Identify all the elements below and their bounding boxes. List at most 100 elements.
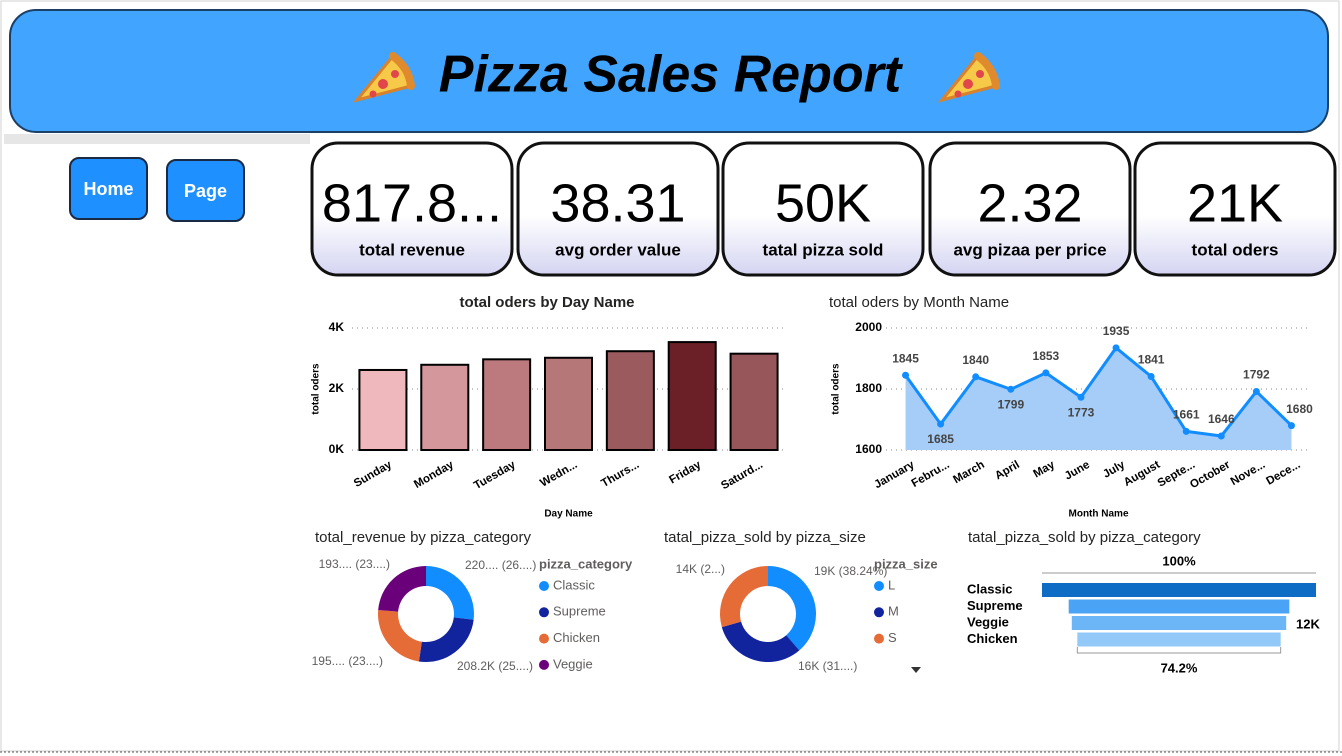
legend-marker xyxy=(539,659,549,670)
bar xyxy=(420,363,470,451)
data-label: 1685 xyxy=(927,432,954,446)
y-tick-label: 1600 xyxy=(855,442,882,456)
legend-marker xyxy=(539,607,549,618)
chart-title: total oders by Day Name xyxy=(459,294,634,311)
donut-slice xyxy=(720,566,768,628)
donut-slice xyxy=(418,617,474,662)
header-shadow xyxy=(4,134,310,144)
donut-slice xyxy=(378,566,426,612)
kpi-label: total oders xyxy=(1192,240,1279,259)
point xyxy=(1042,369,1050,377)
kpi-label: tatal pizza sold xyxy=(763,240,884,259)
area xyxy=(905,347,1292,450)
legend-title: pizza_size xyxy=(874,556,938,571)
point xyxy=(1147,372,1155,380)
point xyxy=(1077,393,1085,401)
kpi-value: 38.31 xyxy=(550,173,685,233)
funnel-category: Classic xyxy=(967,581,1013,596)
legend-label: Chicken xyxy=(553,630,600,645)
point xyxy=(1252,387,1260,395)
data-label: 220.... (26....) xyxy=(465,558,536,572)
kpi-card xyxy=(1133,141,1337,277)
point xyxy=(1182,427,1190,435)
y-tick-label: 4K xyxy=(329,320,345,334)
kpi-card xyxy=(310,141,514,277)
pizza-icon xyxy=(937,52,1000,103)
legend-label: L xyxy=(888,577,895,592)
header-banner xyxy=(9,9,1329,133)
bar xyxy=(358,368,408,451)
chart-title: total_revenue by pizza_category xyxy=(315,529,531,546)
kpi-card xyxy=(928,141,1132,277)
y-axis-title: total oders xyxy=(311,363,322,415)
bar xyxy=(729,352,779,451)
funnel-bar xyxy=(1077,632,1281,647)
donut-slice xyxy=(721,621,800,662)
button-label[interactable]: Home xyxy=(83,179,133,199)
kpi-label: avg pizaa per price xyxy=(953,240,1106,259)
data-label: 195.... (23....) xyxy=(312,654,383,668)
data-label: 1773 xyxy=(1068,405,1095,419)
x-axis-title: Month Name xyxy=(1069,509,1129,520)
legend-marker xyxy=(874,581,884,591)
data-label: 193.... (23....) xyxy=(319,557,390,571)
y-tick-label: 2000 xyxy=(855,320,882,334)
button-label[interactable]: Page xyxy=(184,181,227,201)
point xyxy=(937,420,945,428)
data-label: 12K xyxy=(1296,616,1320,631)
legend-scroll-arrow[interactable] xyxy=(911,667,921,673)
line xyxy=(904,345,1293,438)
data-label: 1841 xyxy=(1138,353,1165,367)
donut-slice xyxy=(768,566,816,651)
data-label: 1935 xyxy=(1103,324,1130,338)
nav-button[interactable]: Page xyxy=(166,159,245,222)
funnel-bar xyxy=(1042,583,1316,597)
button-bg[interactable] xyxy=(69,157,148,220)
x-axis-title: Day Name xyxy=(544,509,593,520)
kpi-value: 2.32 xyxy=(977,173,1082,233)
legend-label: Classic xyxy=(553,577,595,592)
kpi-label: avg order value xyxy=(555,240,681,259)
data-label: 1661 xyxy=(1173,408,1200,422)
nav-button[interactable]: Home xyxy=(69,157,148,220)
bar xyxy=(482,358,532,451)
funnel-bar xyxy=(1071,616,1287,630)
legend-marker xyxy=(874,633,884,644)
funnel-category: Chicken xyxy=(967,631,1018,646)
data-label: 1853 xyxy=(1033,349,1060,363)
chart-title: total oders by Month Name xyxy=(829,294,1009,311)
bar xyxy=(543,356,594,452)
funnel-bottom-label: 74.2% xyxy=(1161,660,1198,675)
funnel-bracket xyxy=(1076,647,1282,654)
y-tick-label: 2K xyxy=(329,381,345,395)
point xyxy=(1007,385,1015,393)
data-label: 14K (2...) xyxy=(676,562,725,576)
y-tick-label: 0K xyxy=(329,442,345,456)
y-tick-label: 1800 xyxy=(855,381,882,395)
data-label: 16K (31....) xyxy=(798,659,857,673)
legend-marker xyxy=(874,607,884,618)
report-title: Pizza Sales Report xyxy=(439,46,904,104)
point xyxy=(972,373,980,381)
data-label: 1792 xyxy=(1243,368,1270,382)
data-label: 1799 xyxy=(997,397,1024,411)
data-label: 1646 xyxy=(1208,412,1235,426)
data-label: 1845 xyxy=(892,351,919,365)
legend-label: S xyxy=(888,630,897,645)
legend-title: pizza_category xyxy=(539,556,633,571)
bar xyxy=(667,341,717,451)
legend-marker xyxy=(539,581,549,591)
legend-label: Veggie xyxy=(553,656,593,671)
button-bg[interactable] xyxy=(166,159,245,222)
kpi-card xyxy=(516,141,720,277)
y-axis-title: total oders xyxy=(831,363,842,415)
point xyxy=(902,371,910,379)
pizza-icon xyxy=(352,52,415,103)
point xyxy=(1112,344,1120,352)
kpi-card xyxy=(721,141,925,277)
point xyxy=(1287,422,1295,430)
kpi-value: 817.8... xyxy=(322,173,502,233)
data-label: 1680 xyxy=(1286,402,1313,416)
